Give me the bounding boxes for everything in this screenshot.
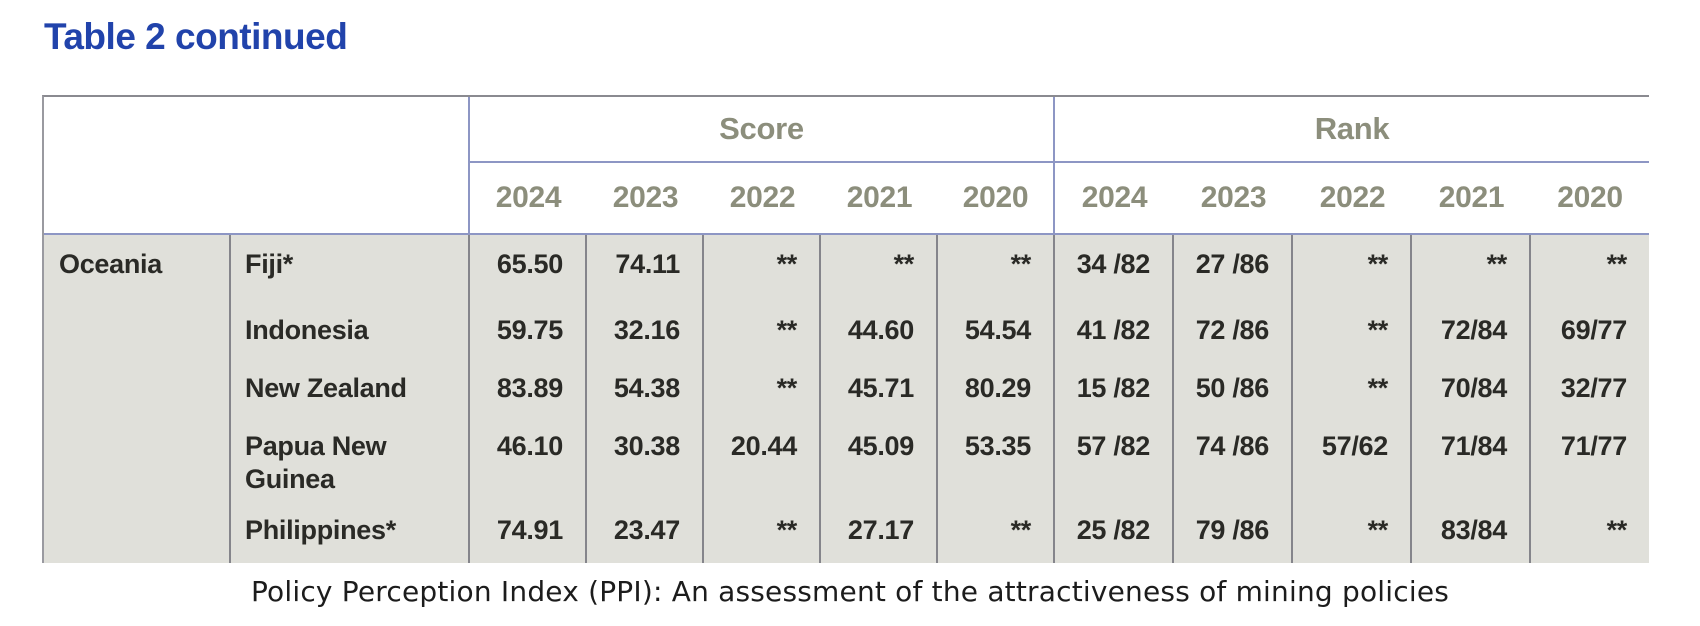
score-value: **: [704, 501, 821, 563]
score-value: 27.17: [821, 501, 938, 563]
rank-value: **: [1293, 301, 1412, 359]
rank-value: 72/84: [1412, 301, 1531, 359]
score-value: 32.16: [587, 301, 704, 359]
score-value: 65.50: [470, 235, 587, 301]
score-value: **: [704, 301, 821, 359]
score-value: 83.89: [470, 359, 587, 417]
score-year-header: 2023: [587, 163, 704, 235]
score-value: **: [704, 235, 821, 301]
region-cell: Oceania: [44, 235, 231, 563]
score-value: **: [704, 359, 821, 417]
rank-value: **: [1293, 501, 1412, 563]
rank-year-header: 2021: [1412, 163, 1531, 235]
score-value: 45.09: [821, 417, 938, 501]
rank-value: 71/77: [1531, 417, 1649, 501]
score-value: **: [821, 235, 938, 301]
rank-value: 34 /82: [1055, 235, 1174, 301]
rank-value: 71/84: [1412, 417, 1531, 501]
country-cell: New Zealand: [231, 359, 470, 417]
score-value: 30.38: [587, 417, 704, 501]
rank-value: 72 /86: [1174, 301, 1293, 359]
score-value: 46.10: [470, 417, 587, 501]
rank-value: **: [1293, 235, 1412, 301]
score-value: 45.71: [821, 359, 938, 417]
rank-group-header: Rank: [1055, 97, 1649, 163]
rank-year-header: 2022: [1293, 163, 1412, 235]
rank-value: 74 /86: [1174, 417, 1293, 501]
score-value: 74.91: [470, 501, 587, 563]
score-value: 80.29: [938, 359, 1055, 417]
rank-year-header: 2024: [1055, 163, 1174, 235]
rank-value: 50 /86: [1174, 359, 1293, 417]
score-year-header: 2022: [704, 163, 821, 235]
rank-year-header: 2020: [1531, 163, 1649, 235]
rank-value: 32/77: [1531, 359, 1649, 417]
rank-year-header: 2023: [1174, 163, 1293, 235]
rank-value: 83/84: [1412, 501, 1531, 563]
score-value: 54.54: [938, 301, 1055, 359]
rank-value: **: [1531, 501, 1649, 563]
score-value: **: [938, 235, 1055, 301]
rank-value: 57 /82: [1055, 417, 1174, 501]
score-group-header: Score: [470, 97, 1055, 163]
score-year-header: 2024: [470, 163, 587, 235]
score-value: 44.60: [821, 301, 938, 359]
score-value: 23.47: [587, 501, 704, 563]
page-title: Table 2 continued: [44, 16, 348, 57]
score-value: **: [938, 501, 1055, 563]
rank-value: 70/84: [1412, 359, 1531, 417]
rank-value: 79 /86: [1174, 501, 1293, 563]
score-year-header: 2021: [821, 163, 938, 235]
rank-value: 25 /82: [1055, 501, 1174, 563]
rank-value: 57/62: [1293, 417, 1412, 501]
score-value: 20.44: [704, 417, 821, 501]
score-value: 53.35: [938, 417, 1055, 501]
rank-value: 15 /82: [1055, 359, 1174, 417]
rank-value: 41 /82: [1055, 301, 1174, 359]
score-year-header: 2020: [938, 163, 1055, 235]
country-cell: Indonesia: [231, 301, 470, 359]
corner-cell: [44, 97, 470, 235]
country-cell: Papua New Guinea: [231, 417, 470, 501]
rank-value: **: [1293, 359, 1412, 417]
rank-value: **: [1412, 235, 1531, 301]
score-value: 54.38: [587, 359, 704, 417]
rank-value: 69/77: [1531, 301, 1649, 359]
country-cell: Philippines*: [231, 501, 470, 563]
rank-value: **: [1531, 235, 1649, 301]
score-value: 59.75: [470, 301, 587, 359]
rank-value: 27 /86: [1174, 235, 1293, 301]
country-cell: Fiji*: [231, 235, 470, 301]
table-caption: Policy Perception Index (PPI): An assess…: [250, 575, 1450, 608]
score-value: 74.11: [587, 235, 704, 301]
ppi-score-rank-table: Score Rank 2024 2023 2022 2021 2020 2024…: [42, 95, 1649, 563]
